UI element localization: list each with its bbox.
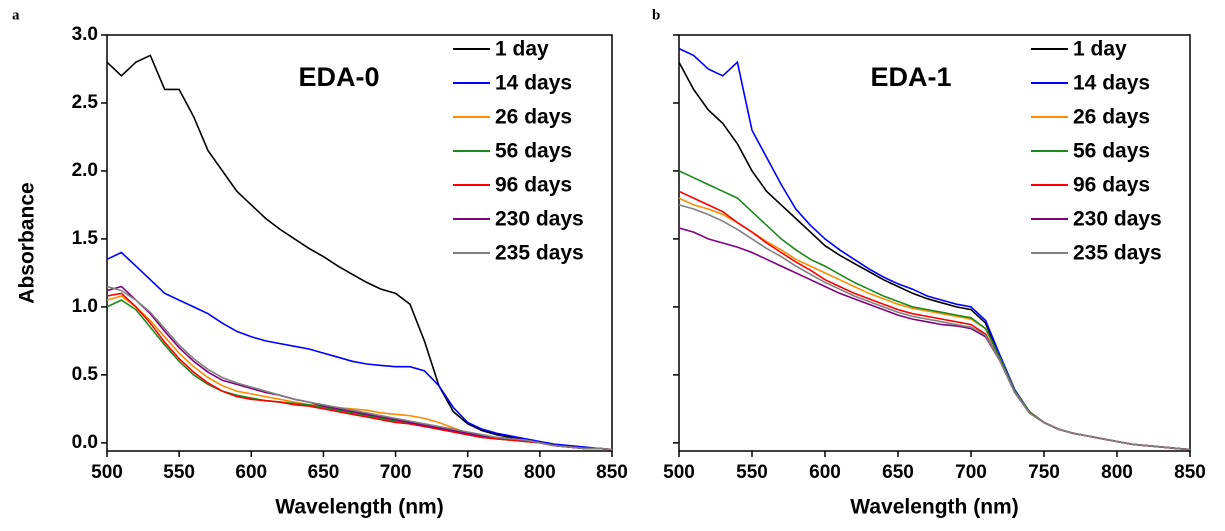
spectrum-line: [106, 285, 613, 451]
x-tick-label: 850: [1174, 462, 1206, 483]
x-axis-label: Wavelength (nm): [850, 496, 1018, 519]
legend-label: 235 days: [495, 242, 584, 265]
x-tick-label: 500: [91, 462, 123, 483]
plot-frame: [678, 34, 1191, 452]
y-tick-label: 0.0: [72, 432, 98, 453]
x-tick-label: 800: [524, 462, 556, 483]
spectrum-line: [106, 285, 613, 451]
x-tick-label: 550: [163, 462, 195, 483]
legend-label: 1 day: [495, 38, 549, 61]
panel-label: a: [12, 7, 20, 23]
x-tick-label: 650: [308, 462, 340, 483]
legend-label: 96 days: [1073, 174, 1150, 197]
x-tick-label: 600: [235, 462, 267, 483]
spectrum-line: [678, 204, 1191, 451]
spectrum-line: [106, 251, 613, 451]
legend-label: 235 days: [1073, 242, 1162, 265]
legend-label: 230 days: [495, 208, 584, 231]
legend-label: 56 days: [495, 140, 572, 163]
y-axis-label: Absorbance: [16, 182, 39, 303]
x-tick-label: 850: [596, 462, 628, 483]
x-tick-label: 500: [663, 462, 695, 483]
legend-label: 14 days: [1073, 72, 1150, 95]
legend-label: 26 days: [1073, 106, 1150, 129]
y-tick-label: 2.5: [72, 92, 99, 113]
y-tick-label: 1.0: [72, 296, 98, 317]
plot-frame: [106, 34, 613, 452]
y-tick-label: 3.0: [72, 24, 98, 45]
y-tick-label: 1.5: [72, 228, 99, 249]
spectrum-line: [106, 292, 613, 451]
x-axis-label: Wavelength (nm): [275, 496, 443, 519]
spectrum-line: [106, 299, 613, 451]
spectrum-line: [106, 295, 613, 451]
legend-label: 1 day: [1073, 38, 1127, 61]
x-tick-label: 700: [380, 462, 412, 483]
y-tick-label: 0.5: [72, 364, 99, 385]
x-tick-label: 750: [452, 462, 484, 483]
panel-label: b: [652, 7, 660, 23]
x-tick-label: 650: [882, 462, 914, 483]
x-tick-label: 550: [736, 462, 768, 483]
annotation: EDA-1: [870, 62, 951, 92]
legend-label: 14 days: [495, 72, 572, 95]
x-tick-label: 800: [1101, 462, 1133, 483]
legend-label: 230 days: [1073, 208, 1162, 231]
x-tick-label: 600: [809, 462, 841, 483]
annotation: EDA-0: [298, 62, 379, 92]
legend-label: 96 days: [495, 174, 572, 197]
legend-label: 56 days: [1073, 140, 1150, 163]
x-tick-label: 700: [955, 462, 987, 483]
y-tick-label: 2.0: [72, 160, 98, 181]
legend-label: 26 days: [495, 106, 572, 129]
x-tick-label: 750: [1028, 462, 1060, 483]
